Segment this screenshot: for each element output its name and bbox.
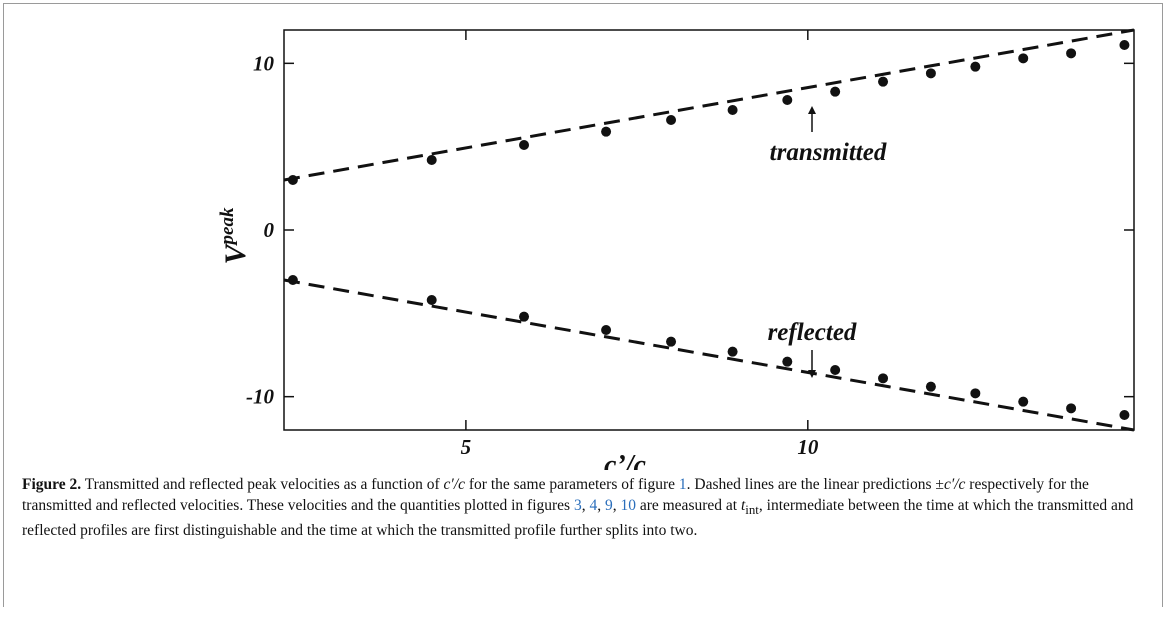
figure-link[interactable]: 4 bbox=[589, 497, 598, 514]
series-annotation: transmitted bbox=[770, 139, 887, 166]
data-point bbox=[601, 126, 612, 137]
data-point bbox=[287, 275, 298, 285]
caption-text: , bbox=[597, 497, 605, 514]
y-label-sup: peak bbox=[217, 207, 238, 246]
data-point bbox=[878, 373, 889, 384]
data-point bbox=[727, 346, 738, 357]
data-point bbox=[830, 365, 841, 375]
data-point bbox=[666, 336, 677, 347]
caption-text: , intermediate between the time at which… bbox=[22, 497, 1134, 540]
fit-line bbox=[283, 278, 1135, 432]
data-point bbox=[925, 68, 936, 79]
data-point bbox=[287, 175, 298, 185]
annotation-arrowhead bbox=[808, 106, 816, 114]
x-axis-label: c’/c bbox=[604, 450, 647, 470]
caption-text: are measured at bbox=[635, 497, 741, 514]
x-tick-label: 5 bbox=[461, 435, 472, 459]
data-point bbox=[1018, 53, 1029, 64]
data-point bbox=[925, 381, 936, 392]
figure-link[interactable]: 3 bbox=[573, 497, 582, 514]
fit-line bbox=[283, 28, 1135, 182]
x-tick-label: 10 bbox=[797, 435, 819, 459]
data-point bbox=[1066, 403, 1077, 414]
y-tick-label: 10 bbox=[253, 51, 275, 75]
caption-math: c′/c bbox=[443, 476, 466, 493]
caption-subscript: int bbox=[745, 502, 759, 518]
data-point bbox=[666, 115, 677, 125]
y-axis-label: Vpeak bbox=[217, 207, 252, 264]
y-tick-label: -10 bbox=[246, 385, 274, 409]
y-label-main: V bbox=[219, 241, 252, 264]
series-annotation: reflected bbox=[768, 319, 857, 346]
figure-link[interactable]: 9 bbox=[604, 497, 613, 514]
figure-link[interactable]: 1 bbox=[678, 476, 687, 493]
caption-math: t bbox=[740, 497, 746, 514]
data-point bbox=[1119, 40, 1130, 50]
figure-frame bbox=[3, 3, 1163, 607]
data-point bbox=[830, 86, 841, 97]
y-tick-label: 0 bbox=[264, 218, 275, 242]
data-point bbox=[1119, 410, 1130, 420]
plot-frame bbox=[283, 29, 1135, 431]
data-point bbox=[426, 155, 437, 165]
data-point bbox=[1066, 48, 1077, 59]
caption-text: . Dashed lines are the linear prediction… bbox=[686, 476, 944, 493]
data-point bbox=[970, 61, 981, 72]
caption: Figure 2. Transmitted and reflected peak… bbox=[22, 474, 1152, 541]
data-point bbox=[727, 105, 738, 115]
data-point bbox=[782, 95, 793, 105]
caption-label: Figure 2. bbox=[22, 476, 82, 493]
caption-text: Transmitted and reflected peak velocitie… bbox=[81, 476, 444, 493]
data-point bbox=[782, 356, 793, 367]
caption-text: respectively for the transmitted and ref… bbox=[22, 476, 1089, 514]
data-point bbox=[519, 311, 530, 322]
data-point bbox=[970, 388, 981, 399]
caption-text: , bbox=[612, 497, 621, 514]
caption-math: c′/c bbox=[943, 476, 966, 493]
data-point bbox=[519, 140, 530, 150]
data-point bbox=[1018, 396, 1029, 407]
data-point bbox=[601, 325, 612, 335]
data-point bbox=[878, 76, 889, 87]
figure-link[interactable]: 10 bbox=[620, 497, 636, 514]
chart: Vpeak c’/c 5 10 -10 0 10 transmitted reflected bbox=[217, 28, 1135, 470]
caption-text: for the same parameters of figure bbox=[465, 476, 679, 493]
caption-text: , bbox=[581, 497, 590, 514]
data-point bbox=[426, 295, 437, 305]
